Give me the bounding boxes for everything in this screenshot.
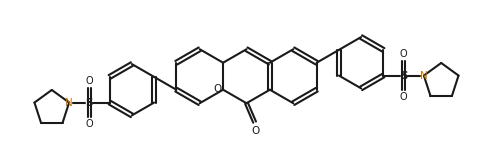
Text: N: N xyxy=(65,98,73,108)
Text: O: O xyxy=(86,119,93,129)
Text: N: N xyxy=(420,71,428,80)
Text: O: O xyxy=(251,125,259,136)
Text: O: O xyxy=(213,84,222,94)
Text: O: O xyxy=(86,76,93,86)
Text: O: O xyxy=(400,92,407,102)
Text: O: O xyxy=(400,49,407,59)
Text: S: S xyxy=(400,71,407,80)
Text: S: S xyxy=(86,98,93,108)
